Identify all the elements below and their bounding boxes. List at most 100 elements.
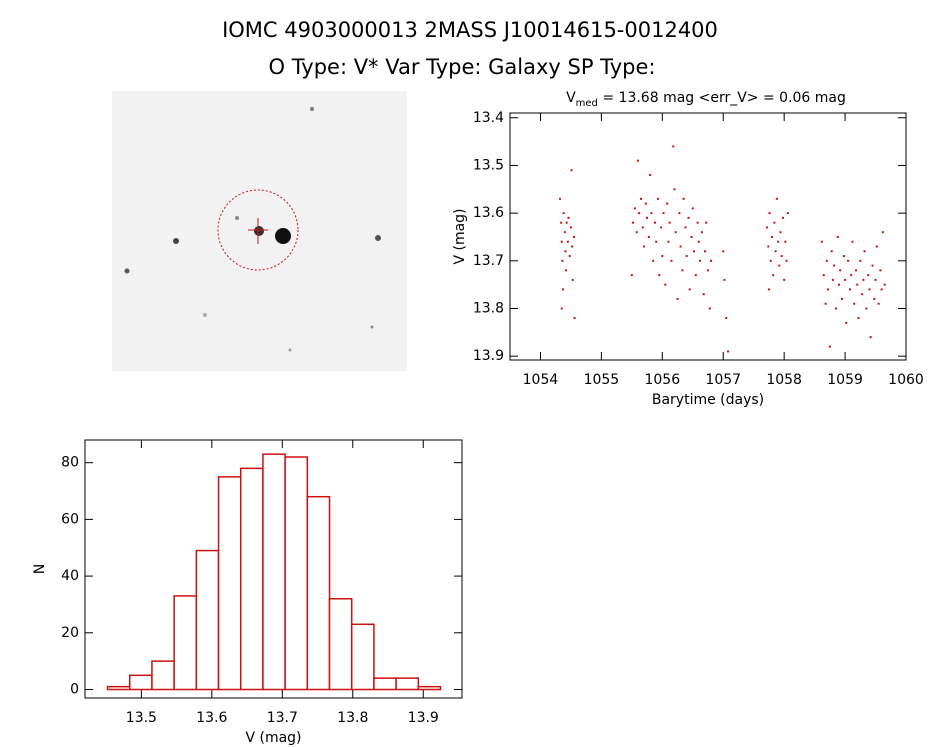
point (657, 197, 660, 200)
point (653, 221, 656, 224)
page-subtitle: O Type: V* Var Type: Galaxy SP Type: (269, 55, 656, 79)
y-axis-label: V (mag) (452, 208, 468, 264)
point (632, 221, 635, 224)
point (881, 231, 884, 234)
point (560, 221, 563, 224)
point (848, 288, 851, 291)
bar (328, 598, 353, 691)
point (824, 302, 827, 305)
x-tick-label: 1060 (888, 372, 924, 388)
bar (217, 476, 242, 691)
bar (173, 595, 198, 691)
point (668, 221, 671, 224)
point (727, 350, 730, 353)
point (694, 274, 697, 277)
point (883, 283, 886, 286)
point (702, 293, 705, 296)
point (786, 212, 789, 215)
point (639, 197, 642, 200)
x-tick-label: 13.9 (408, 710, 439, 726)
point (847, 259, 850, 262)
point (707, 269, 709, 272)
x-tick-label: 13.8 (337, 710, 368, 726)
plot-frame (509, 112, 907, 361)
point (570, 169, 573, 172)
point (774, 250, 777, 253)
point (766, 226, 769, 229)
bar (306, 495, 331, 691)
point (646, 216, 649, 219)
point (779, 231, 782, 234)
point (859, 259, 862, 262)
point (564, 250, 567, 253)
point (678, 212, 681, 215)
x-tick-label: 1058 (766, 372, 802, 388)
y-tick-label: 13.4 (473, 110, 504, 126)
point (773, 221, 776, 224)
point (865, 307, 868, 310)
point (563, 231, 566, 234)
point (768, 212, 771, 215)
x-tick-label: 1054 (523, 372, 559, 388)
point (772, 274, 775, 277)
point (687, 216, 690, 219)
point (685, 255, 688, 258)
point (644, 202, 647, 205)
point (649, 173, 652, 176)
point (778, 264, 781, 267)
point (781, 216, 784, 219)
point (636, 159, 639, 162)
point (722, 250, 725, 253)
y-tick-label: 13.6 (473, 205, 504, 221)
bar (128, 674, 153, 691)
point (770, 235, 773, 238)
plot-frame (84, 439, 463, 699)
point (699, 259, 702, 262)
x-tick-label: 1059 (827, 372, 863, 388)
point (705, 221, 708, 224)
point (837, 283, 840, 286)
point (641, 226, 644, 229)
point (857, 317, 860, 320)
point (681, 269, 684, 272)
point (568, 255, 571, 258)
point (834, 307, 837, 310)
point (638, 212, 641, 215)
y-tick-label: 0 (70, 681, 79, 697)
point (682, 197, 685, 200)
point (684, 226, 687, 229)
point (560, 307, 563, 310)
point (784, 240, 787, 243)
x-tick-label: 13.6 (196, 710, 227, 726)
bar (262, 453, 286, 691)
point (874, 278, 877, 281)
point (565, 221, 568, 224)
x-axis-label: Barytime (days) (652, 392, 764, 408)
point (785, 259, 788, 262)
y-tick-label: 13.9 (473, 348, 504, 364)
point (661, 255, 664, 258)
point (573, 317, 576, 320)
point (767, 245, 770, 248)
x-tick-label: 1055 (584, 372, 620, 388)
point (767, 288, 770, 291)
point (662, 212, 665, 215)
point (674, 231, 677, 234)
point (560, 240, 563, 243)
point (853, 302, 856, 305)
point (850, 274, 853, 277)
x-tick-label: 13.5 (126, 710, 157, 726)
point (703, 250, 706, 253)
x-tick-label: 13.7 (267, 710, 298, 726)
point (833, 264, 836, 267)
point (664, 283, 667, 286)
bar (106, 685, 131, 691)
point (679, 245, 682, 248)
point (643, 245, 646, 248)
bar (239, 467, 264, 691)
point (777, 240, 780, 243)
point (827, 288, 830, 291)
point (862, 278, 865, 281)
